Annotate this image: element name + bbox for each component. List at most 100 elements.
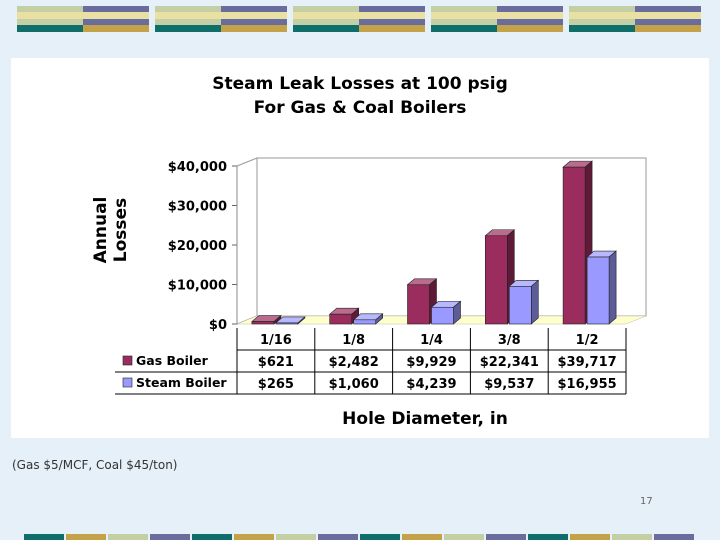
chart-side-wall <box>236 157 258 325</box>
bottom-decorative-banner <box>24 534 694 540</box>
banner-block <box>155 25 221 32</box>
banner-block <box>431 6 497 12</box>
data-table-value: $16,955 <box>557 377 616 392</box>
page-number: 17 <box>640 496 653 507</box>
banner-block <box>635 25 701 32</box>
legend-label: Steam Boiler <box>136 375 227 390</box>
banner-block <box>155 19 221 25</box>
banner-block <box>221 19 287 25</box>
banner-block <box>150 534 190 540</box>
steam-boiler-bar <box>431 306 454 325</box>
top-decorative-banner <box>17 6 701 32</box>
x-category-label: 1/8 <box>342 333 365 348</box>
banner-block <box>318 534 358 540</box>
chart-title: Steam Leak Losses at 100 psig <box>212 74 508 94</box>
banner-block <box>83 19 149 25</box>
banner-block <box>17 19 83 25</box>
banner-block <box>24 534 64 540</box>
banner-block <box>359 19 425 25</box>
banner-block <box>612 534 652 540</box>
banner-block <box>192 534 232 540</box>
x-axis-label: Hole Diameter, in <box>342 409 508 429</box>
banner-block <box>635 6 701 12</box>
banner-block <box>635 19 701 25</box>
banner-block <box>570 534 610 540</box>
banner-block <box>528 534 568 540</box>
bar-side-face <box>530 279 539 325</box>
x-category-label: 3/8 <box>498 333 521 348</box>
data-table-value: $1,060 <box>329 377 379 392</box>
y-tick-label: $0 <box>209 318 227 333</box>
banner-block <box>293 19 359 25</box>
banner-block <box>17 25 83 32</box>
banner-block <box>66 534 106 540</box>
banner-block <box>497 6 563 12</box>
banner-block <box>83 12 149 19</box>
y-tick-label: $30,000 <box>168 200 227 215</box>
chart-subtitle: For Gas & Coal Boilers <box>254 98 467 118</box>
banner-block <box>569 6 635 12</box>
y-tick-label: $10,000 <box>168 279 227 294</box>
banner-block <box>497 25 563 32</box>
gas-boiler-bar <box>251 321 275 325</box>
y-axis-label-line-1: Annual <box>91 197 111 264</box>
gas-boiler-bar <box>329 313 353 325</box>
y-tick-label: $20,000 <box>168 239 227 254</box>
gas-boiler-bar <box>484 235 508 325</box>
banner-block <box>293 6 359 12</box>
legend-swatch <box>122 355 133 366</box>
legend-swatch <box>122 377 133 388</box>
banner-block <box>155 6 221 12</box>
banner-block <box>108 534 148 540</box>
banner-block <box>83 25 149 32</box>
x-category-label: 1/16 <box>260 333 292 348</box>
banner-block <box>221 25 287 32</box>
gas-boiler-bar <box>407 284 430 325</box>
data-table-value: $265 <box>258 377 294 392</box>
banner-block <box>17 6 83 12</box>
banner-block <box>234 534 274 540</box>
banner-block <box>359 6 425 12</box>
banner-block <box>431 25 497 32</box>
banner-block <box>569 12 635 19</box>
banner-block <box>654 534 694 540</box>
banner-block <box>497 12 563 19</box>
steam-boiler-bar <box>353 319 377 325</box>
bar-side-face <box>608 250 617 325</box>
banner-block <box>276 534 316 540</box>
legend-label: Gas Boiler <box>136 353 209 368</box>
banner-block <box>569 25 635 32</box>
banner-block <box>431 12 497 19</box>
banner-block <box>359 12 425 19</box>
banner-block <box>402 534 442 540</box>
steam-boiler-bar <box>508 286 532 325</box>
data-table-value: $2,482 <box>329 355 379 370</box>
gas-boiler-bar <box>562 166 586 325</box>
x-category-label: 1/4 <box>420 333 443 348</box>
y-tick-label: $40,000 <box>168 160 227 175</box>
steam-boiler-bar <box>586 256 610 325</box>
y-axis-label-line-2: Losses <box>111 198 131 262</box>
banner-block <box>486 534 526 540</box>
banner-block <box>444 534 484 540</box>
data-table-value: $39,717 <box>557 355 616 370</box>
data-table-value: $621 <box>258 355 294 370</box>
banner-block <box>497 19 563 25</box>
banner-block <box>83 6 149 12</box>
banner-block <box>155 12 221 19</box>
banner-block <box>359 25 425 32</box>
banner-block <box>17 12 83 19</box>
chart-panel: Steam Leak Losses at 100 psig For Gas & … <box>11 58 709 438</box>
banner-block <box>360 534 400 540</box>
bar-chart: Steam Leak Losses at 100 psig For Gas & … <box>91 74 647 429</box>
data-table-value: $9,537 <box>484 377 534 392</box>
steam-boiler-bar <box>275 322 299 325</box>
x-category-label: 1/2 <box>576 333 599 348</box>
data-table-value: $9,929 <box>406 355 456 370</box>
banner-block <box>293 12 359 19</box>
banner-block <box>569 19 635 25</box>
banner-block <box>293 25 359 32</box>
data-table-value: $22,341 <box>480 355 539 370</box>
footnote: (Gas $5/MCF, Coal $45/ton) <box>12 458 178 472</box>
banner-block <box>635 12 701 19</box>
